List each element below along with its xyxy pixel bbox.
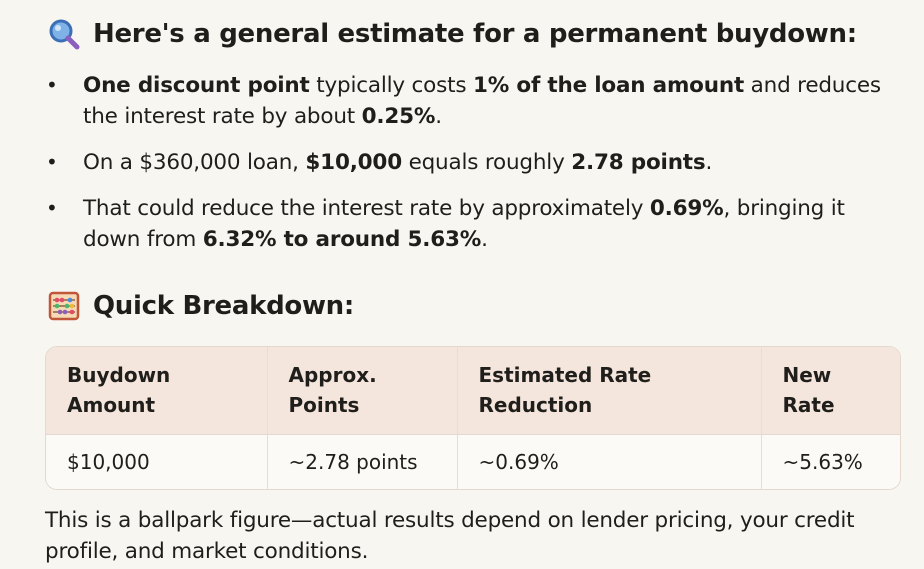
breakdown-heading: Quick Breakdown: [48, 290, 354, 322]
estimate-heading-text: Here's a general estimate for a permanen… [93, 19, 857, 49]
breakdown-table: Buydown Amount Approx. Points Estimated Ra… [45, 346, 901, 490]
header-new-rate: New Rate [761, 347, 900, 435]
bullet-dot: • [46, 73, 58, 97]
cell-buydown-amount: $10,000 [46, 434, 268, 489]
abacus-icon [48, 290, 80, 322]
cell-rate-reduction: ~0.69% [457, 434, 762, 489]
bullet-item: • That could reduce the interest rate by… [44, 193, 904, 255]
footnote-text: This is a ballpark figure—actual results… [45, 508, 855, 564]
bullet-text: That could reduce the interest rate by a… [83, 196, 845, 252]
header-buydown-amount: Buydown Amount [46, 347, 268, 435]
breakdown-heading-text: Quick Breakdown: [93, 291, 354, 321]
bullet-dot: • [46, 150, 58, 174]
bullet-text: On a $360,000 loan, $10,000 equals rough… [83, 150, 713, 175]
bullet-text: One discount point typically costs 1% of… [83, 73, 881, 129]
magnifying-glass-icon [48, 18, 80, 50]
estimate-bullet-list: • One discount point typically costs 1% … [44, 70, 904, 270]
bullet-dot: • [46, 196, 58, 220]
cell-new-rate: ~5.63% [782, 449, 863, 474]
table-row: $10,000 ~2.78 points ~0.69% ~5.63% [46, 434, 900, 489]
cell-approx-points: ~2.78 points [267, 434, 458, 489]
bullet-item: • On a $360,000 loan, $10,000 equals rou… [44, 147, 904, 178]
header-rate-reduction: Estimated Rate Reduction [457, 347, 762, 435]
estimate-heading: Here's a general estimate for a permanen… [48, 18, 857, 50]
table-header-row: Buydown Amount Approx. Points Estimated Ra… [46, 347, 900, 435]
header-approx-points: Approx. Points [267, 347, 458, 435]
bullet-item: • One discount point typically costs 1% … [44, 70, 904, 132]
